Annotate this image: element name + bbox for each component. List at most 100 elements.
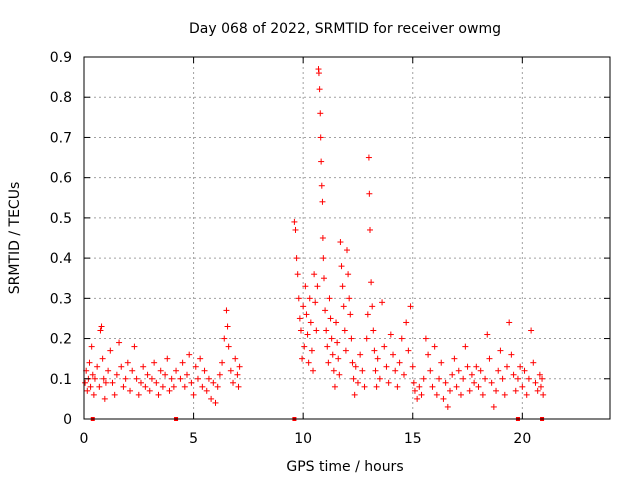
data-point bbox=[323, 327, 330, 334]
data-point bbox=[449, 371, 456, 378]
data-point bbox=[342, 347, 349, 354]
y-tick-label: 0.6 bbox=[50, 171, 72, 187]
data-point bbox=[462, 343, 469, 350]
data-point bbox=[387, 331, 394, 338]
data-point bbox=[137, 379, 144, 386]
data-point bbox=[514, 375, 521, 382]
data-point bbox=[493, 387, 500, 394]
data-point bbox=[376, 375, 383, 382]
data-point bbox=[89, 371, 96, 378]
data-point bbox=[84, 387, 91, 394]
x-tick-label: 20 bbox=[513, 431, 531, 447]
data-point bbox=[517, 363, 524, 370]
data-point bbox=[164, 355, 171, 362]
data-point bbox=[339, 283, 346, 290]
data-point bbox=[420, 375, 427, 382]
data-point bbox=[442, 379, 449, 386]
data-point bbox=[530, 359, 537, 366]
data-point bbox=[210, 379, 217, 386]
data-point bbox=[292, 226, 299, 233]
data-point bbox=[325, 359, 332, 366]
data-point bbox=[300, 303, 307, 310]
data-point bbox=[371, 347, 378, 354]
x-axis-ticks: 0 5 10 15 20 bbox=[80, 57, 531, 447]
data-point bbox=[140, 363, 147, 370]
data-point bbox=[369, 303, 376, 310]
data-point bbox=[127, 387, 134, 394]
data-point bbox=[379, 299, 386, 306]
data-point bbox=[422, 335, 429, 342]
data-point bbox=[144, 371, 151, 378]
data-point bbox=[429, 383, 436, 390]
chart-title: Day 068 of 2022, SRMTID for receiver owm… bbox=[189, 21, 501, 37]
data-point bbox=[102, 379, 109, 386]
data-point bbox=[91, 375, 98, 382]
data-point bbox=[331, 383, 338, 390]
data-point bbox=[310, 367, 317, 374]
data-point bbox=[190, 391, 197, 398]
data-point bbox=[111, 391, 118, 398]
data-point bbox=[131, 343, 138, 350]
data-point bbox=[314, 283, 321, 290]
data-point bbox=[135, 391, 142, 398]
data-point bbox=[208, 395, 215, 402]
data-point bbox=[345, 271, 352, 278]
data-point bbox=[475, 383, 482, 390]
data-point bbox=[359, 367, 366, 374]
data-point bbox=[109, 379, 116, 386]
data-point bbox=[98, 323, 105, 330]
data-point bbox=[306, 295, 313, 302]
data-point bbox=[528, 327, 535, 334]
data-point bbox=[87, 383, 94, 390]
data-point bbox=[329, 351, 336, 358]
data-point bbox=[319, 198, 326, 205]
data-point bbox=[344, 247, 350, 254]
x-tick-label: 5 bbox=[189, 431, 198, 447]
data-point bbox=[398, 335, 405, 342]
data-point bbox=[129, 367, 136, 374]
data-point bbox=[107, 347, 114, 354]
data-point bbox=[490, 403, 497, 410]
y-tick-label: 0.4 bbox=[50, 251, 72, 267]
data-point bbox=[471, 379, 478, 386]
data-point bbox=[354, 379, 361, 386]
data-point bbox=[96, 383, 103, 390]
data-point bbox=[510, 371, 517, 378]
data-point bbox=[365, 154, 372, 161]
data-point bbox=[297, 327, 304, 334]
data-point bbox=[230, 379, 237, 386]
data-point bbox=[88, 343, 95, 350]
data-point bbox=[427, 367, 434, 374]
data-point bbox=[512, 387, 519, 394]
data-point bbox=[181, 383, 188, 390]
data-point bbox=[90, 391, 97, 398]
data-point bbox=[173, 367, 180, 374]
data-point bbox=[155, 391, 162, 398]
data-point bbox=[225, 343, 232, 350]
data-point bbox=[508, 351, 515, 358]
data-point bbox=[539, 375, 546, 382]
data-point bbox=[357, 351, 364, 358]
x-tick-label: 15 bbox=[404, 431, 422, 447]
data-point bbox=[97, 327, 104, 334]
data-point bbox=[299, 355, 306, 362]
data-point bbox=[381, 343, 388, 350]
data-point bbox=[308, 347, 315, 354]
data-point bbox=[346, 295, 353, 302]
data-point bbox=[523, 391, 530, 398]
data-point bbox=[168, 375, 175, 382]
data-point bbox=[418, 391, 425, 398]
y-axis-label: SRMTID / TECUs bbox=[7, 182, 23, 295]
data-point bbox=[236, 363, 243, 370]
data-point bbox=[486, 355, 493, 362]
data-point bbox=[451, 355, 458, 362]
data-point bbox=[411, 387, 418, 394]
data-point bbox=[166, 387, 173, 394]
data-point bbox=[394, 383, 401, 390]
data-point bbox=[473, 363, 480, 370]
data-point bbox=[425, 351, 432, 358]
data-point bbox=[468, 371, 475, 378]
data-point bbox=[86, 359, 93, 366]
data-point bbox=[148, 375, 155, 382]
